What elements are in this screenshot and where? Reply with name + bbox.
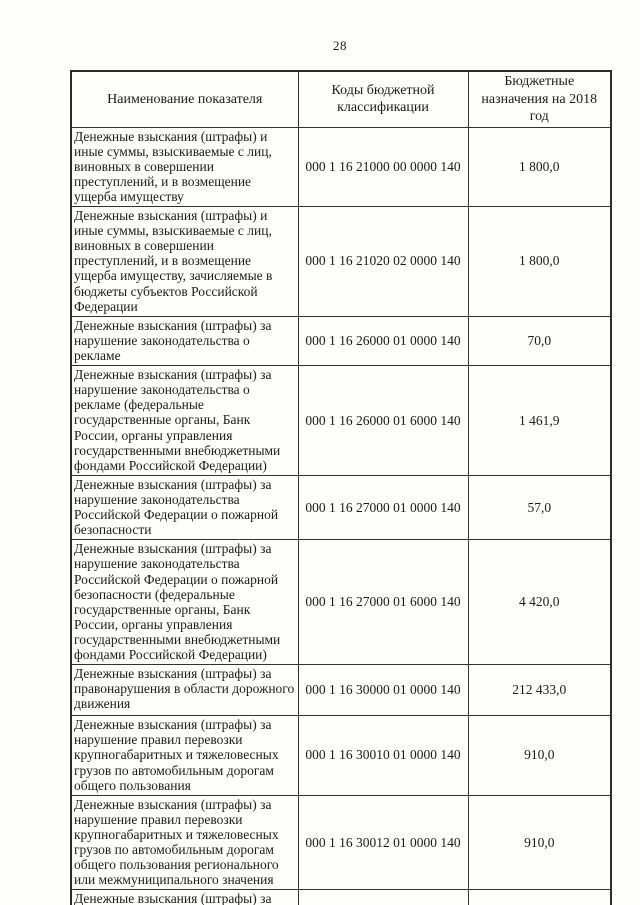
- amount-cell: 211 523,0: [467, 889, 612, 905]
- amount-cell: 70,0: [467, 315, 612, 367]
- amount-cell: 212 433,0: [467, 664, 612, 717]
- table-row: Денежные взыскания (штрафы) за правонару…: [70, 664, 612, 717]
- budget-code-cell: 000 1 16 26000 01 6000 140: [297, 365, 469, 476]
- table-row: Денежные взыскания (штрафы) за нарушение…: [70, 794, 612, 891]
- budget-code-cell: 000 1 16 21000 00 0000 140: [297, 126, 469, 208]
- indicator-name-cell: Денежные взыскания (штрафы) и иные суммы…: [70, 206, 299, 317]
- indicator-name-cell: Денежные взыскания (штрафы) за нарушение…: [70, 794, 299, 891]
- amount-cell: 910,0: [467, 794, 612, 891]
- budget-code-cell: 000 1 16 30000 01 0000 140: [297, 664, 469, 717]
- indicator-name-cell: Денежные взыскания (штрафы) за нарушение…: [70, 715, 299, 796]
- col-header-2018-allocations: Бюджетные назначения на 2018 год: [467, 70, 612, 128]
- table-row: Денежные взыскания (штрафы) за нарушение…: [70, 474, 612, 541]
- header-row: Наименование показателя Коды бюджетной к…: [70, 70, 612, 128]
- budget-code-cell: 000 1 16 26000 01 0000 140: [297, 315, 469, 367]
- amount-cell: 4 420,0: [467, 539, 612, 666]
- table-row: Денежные взыскания (штрафы) за нарушение…: [70, 539, 612, 666]
- budget-code-cell: 000 1 16 30012 01 0000 140: [297, 794, 469, 891]
- budget-code-cell: 000 1 16 30020 01 0000 140: [297, 889, 469, 905]
- amount-cell: 1 800,0: [467, 126, 612, 208]
- amount-cell: 1 461,9: [467, 365, 612, 476]
- amount-cell: 1 800,0: [467, 206, 612, 317]
- indicator-name-cell: Денежные взыскания (штрафы) за нарушение…: [70, 315, 299, 367]
- table-row: Денежные взыскания (штрафы) за нарушение…: [70, 715, 612, 796]
- budget-code-cell: 000 1 16 30010 01 0000 140: [297, 715, 469, 796]
- amount-cell: 910,0: [467, 715, 612, 796]
- col-header-budget-codes: Коды бюджетной классификации: [297, 70, 469, 128]
- table-header: Наименование показателя Коды бюджетной к…: [70, 70, 612, 128]
- budget-table: Наименование показателя Коды бюджетной к…: [70, 70, 612, 905]
- col-header-indicator-name: Наименование показателя: [70, 70, 299, 128]
- indicator-name-cell: Денежные взыскания (штрафы) за нарушение…: [70, 365, 299, 476]
- amount-cell: 57,0: [467, 474, 612, 541]
- indicator-name-cell: Денежные взыскания (штрафы) за нарушение…: [70, 539, 299, 666]
- indicator-name-cell: Денежные взыскания (штрафы) за нарушение…: [70, 474, 299, 541]
- indicator-name-cell: Денежные взыскания (штрафы) и иные суммы…: [70, 126, 299, 208]
- indicator-name-cell: Денежные взыскания (штрафы) за нарушение…: [70, 889, 299, 905]
- budget-code-cell: 000 1 16 27000 01 6000 140: [297, 539, 469, 666]
- table-row: Денежные взыскания (штрафы) за нарушение…: [70, 315, 612, 367]
- table-row: Денежные взыскания (штрафы) за нарушение…: [70, 365, 612, 476]
- table-row: Денежные взыскания (штрафы) и иные суммы…: [70, 126, 612, 208]
- table-body: Денежные взыскания (штрафы) и иные суммы…: [70, 126, 612, 905]
- table-row: Денежные взыскания (штрафы) и иные суммы…: [70, 206, 612, 317]
- budget-code-cell: 000 1 16 27000 01 0000 140: [297, 474, 469, 541]
- page-number: 28: [333, 38, 347, 53]
- indicator-name-cell: Денежные взыскания (штрафы) за правонару…: [70, 664, 299, 717]
- budget-code-cell: 000 1 16 21020 02 0000 140: [297, 206, 469, 317]
- table-row: Денежные взыскания (штрафы) за нарушение…: [70, 889, 612, 905]
